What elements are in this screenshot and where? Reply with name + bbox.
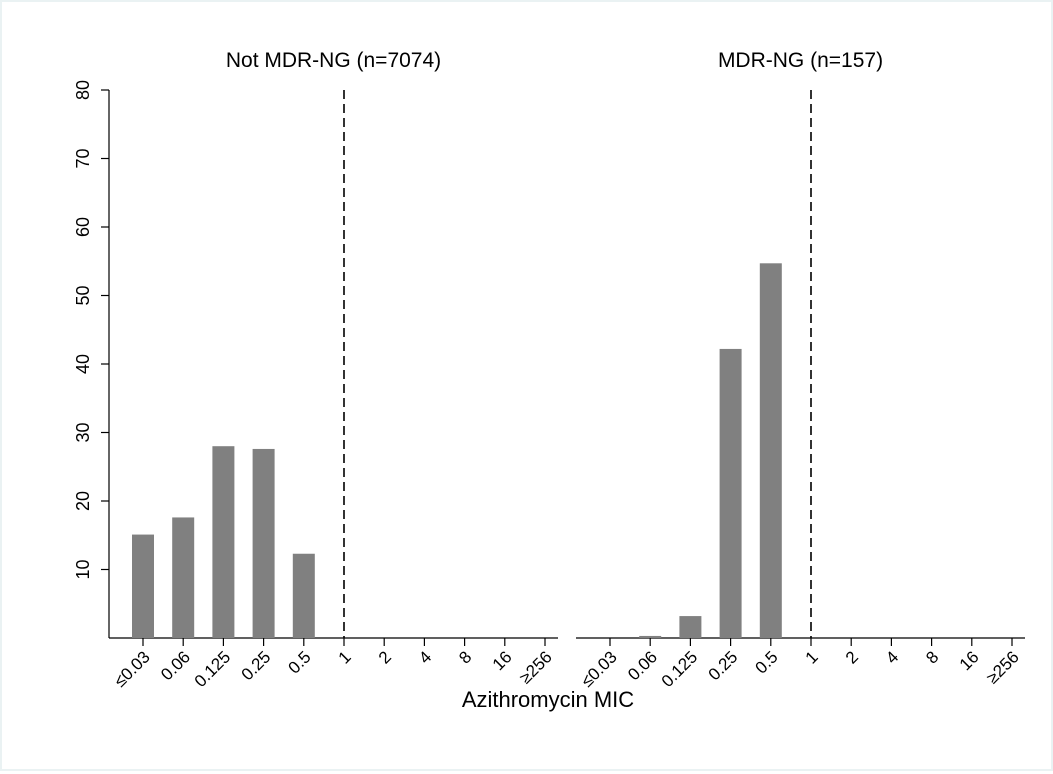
bar-0.125: [679, 616, 702, 638]
x-tick-label: 2: [842, 647, 862, 667]
bar-0.06: [172, 517, 195, 638]
bar-0.5: [292, 553, 315, 638]
x-tick-label: 0.125: [658, 647, 702, 691]
x-tick-label: 16: [489, 647, 516, 674]
y-tick-label: 20: [73, 491, 93, 511]
bar-0.25: [252, 448, 275, 638]
y-tick-label: 70: [73, 148, 93, 168]
bar-≤0.03: [132, 534, 154, 638]
x-tick-label: 0.06: [624, 647, 661, 684]
x-tick-label: ≥256: [983, 647, 1023, 687]
x-tick-label: 1: [802, 647, 822, 667]
x-tick-label: ≥256: [516, 647, 556, 687]
x-tick-label: 8: [455, 647, 475, 667]
panel-not-mdr-ng: Not MDR-NG (n=7074) ≤0.03 0.060.125 0.25 0.5…: [109, 49, 558, 691]
x-tick-label: ≤0.03: [577, 647, 620, 690]
x-tick-label: 0.125: [191, 647, 235, 691]
x-tick-label: 1: [335, 647, 355, 667]
x-tick-label: 2: [375, 647, 395, 667]
x-axis-title: Azithromycin MIC: [462, 687, 634, 712]
y-tick-label: 80: [73, 80, 93, 100]
bar-0.5: [759, 263, 782, 638]
x-tick-label: 16: [956, 647, 983, 674]
x-tick-label: 0.06: [157, 647, 194, 684]
x-tick-label: 0.25: [705, 647, 742, 684]
bar-0.06: [639, 635, 662, 638]
x-tick-label: 0.25: [238, 647, 275, 684]
x-tick-label: ≤0.03: [110, 647, 153, 690]
bar-0.125: [212, 446, 235, 638]
y-tick-label: 30: [73, 422, 93, 442]
panel-title: MDR-NG (n=157): [718, 49, 883, 72]
panel-title: Not MDR-NG (n=7074): [226, 49, 441, 72]
y-tick-label: 40: [73, 354, 93, 374]
panel-mdr-ng: MDR-NG (n=157) ≤0.03 0.060.125 0.25 0.5 1 2 4 8 1…: [576, 49, 1025, 691]
x-tick-label: 4: [415, 647, 435, 667]
bar-0.25: [719, 348, 742, 638]
x-tick-label: 0.5: [284, 647, 314, 677]
x-tick-label: 0.5: [751, 647, 781, 677]
x-tick-label: 4: [882, 647, 902, 667]
y-tick-label: 10: [73, 559, 93, 579]
y-tick-label: 60: [73, 217, 93, 237]
x-tick-label: 8: [922, 647, 942, 667]
y-tick-label: 50: [73, 285, 93, 305]
panels-layer: 10 20 30 40 50 60 70 80 Not MDR-NG (n=7074) ≤0.03…: [73, 49, 1025, 691]
